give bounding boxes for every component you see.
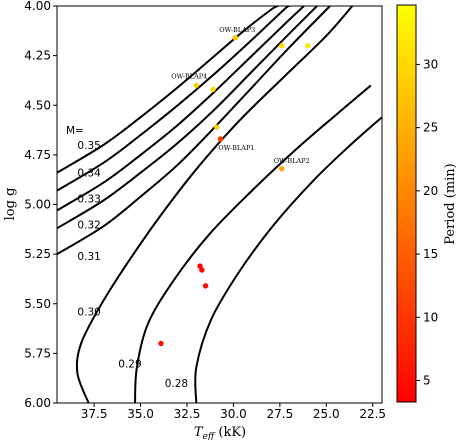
star-marker (279, 43, 285, 49)
mass-track-0.34 (57, 6, 290, 192)
star-marker (193, 82, 199, 89)
mass-label-0.35: 0.35 (77, 140, 100, 152)
x-tick-label: 27.5 (266, 407, 293, 421)
colorbar-tick-label: 5 (423, 374, 431, 388)
mass-label-0.31: 0.31 (77, 251, 100, 263)
y-tick-label: 5.50 (24, 297, 51, 311)
mass-label-0.32: 0.32 (77, 219, 100, 231)
x-tick-label: 32.5 (174, 407, 201, 421)
star-marker (199, 267, 205, 273)
colorbar-tick-label: 15 (423, 247, 438, 261)
y-axis: 4.00 4.25 4.50 4.75 5.00 5.25 5.50 5.75 6.00 (24, 0, 57, 410)
mass-label-0.30: 0.30 (77, 307, 100, 319)
colorbar-gradient (396, 4, 417, 403)
star-markers (158, 35, 311, 347)
y-axis-title: log g (3, 188, 18, 221)
mass-label-0.29: 0.29 (118, 358, 141, 370)
plot-frame (56, 5, 383, 404)
y-tick-label: 5.75 (24, 346, 51, 360)
colorbar-tick-label: 30 (423, 57, 438, 71)
star-marker (305, 43, 311, 49)
mass-track-0.32 (57, 6, 318, 230)
y-tick-label: 5.25 (24, 247, 51, 261)
colorbar-ticks: 5 10 15 20 25 30 (416, 57, 438, 388)
star-label: OW-BLAP1 (218, 144, 254, 152)
colorbar-tick-label: 20 (423, 184, 438, 198)
plot-area: 0.35 0.34 0.33 0.32 0.31 0.30 0.29 0.28 M= 37.5… (24, 0, 386, 421)
mass-labels: 0.35 0.34 0.33 0.32 0.31 0.30 0.29 0.28 (77, 140, 188, 390)
star-marker (158, 340, 164, 347)
y-tick-label: 4.75 (24, 148, 51, 162)
mass-track-0.35 (57, 6, 279, 174)
star-marker (217, 136, 224, 142)
mass-label-0.33: 0.33 (77, 194, 100, 206)
star-marker (279, 166, 285, 172)
x-axis: 37.5 35.0 32.5 30.0 27.5 25.0 22.5 (81, 403, 386, 421)
colorbar-tick-label: 10 (423, 310, 438, 324)
x-tick-label: 35.0 (127, 407, 154, 421)
y-tick-label: 4.25 (24, 49, 51, 63)
star-marker (232, 35, 238, 41)
star-label: OW-BLAP2 (274, 157, 310, 165)
mass-header: M= (66, 125, 84, 137)
y-tick-label: 4.50 (24, 98, 51, 112)
mass-track-0.31 (57, 6, 331, 255)
x-tick-label: 25.0 (313, 407, 340, 421)
y-tick-label: 5.00 (24, 198, 51, 212)
x-tick-label: 22.5 (359, 407, 386, 421)
star-labels: OW-BLAP3 OW-BLAP4 OW-BLAP1 OW-BLAP2 (171, 26, 309, 165)
y-tick-label: 4.00 (24, 0, 51, 13)
mass-track-0.33 (57, 6, 305, 212)
colorbar: 5 10 15 20 25 30 Period (min) (396, 4, 458, 403)
colorbar-title: Period (min) (443, 163, 458, 245)
star-label: OW-BLAP3 (219, 26, 255, 34)
x-axis-title: Teff (kK) (194, 425, 246, 440)
star-marker (210, 86, 216, 93)
mass-track-0.29 (134, 84, 372, 403)
mass-label-0.34: 0.34 (77, 168, 101, 180)
colorbar-tick-label: 25 (423, 121, 438, 135)
y-tick-label: 6.00 (24, 396, 51, 410)
mass-track-0.30 (75, 6, 354, 403)
mass-track-0.28 (194, 116, 382, 403)
mass-tracks (57, 6, 382, 403)
x-tick-label: 37.5 (81, 407, 108, 421)
star-marker (202, 283, 209, 289)
x-tick-label: 30.0 (220, 407, 247, 421)
mass-label-0.28: 0.28 (165, 378, 188, 390)
star-label: OW-BLAP4 (171, 72, 207, 80)
star-marker (214, 124, 220, 130)
